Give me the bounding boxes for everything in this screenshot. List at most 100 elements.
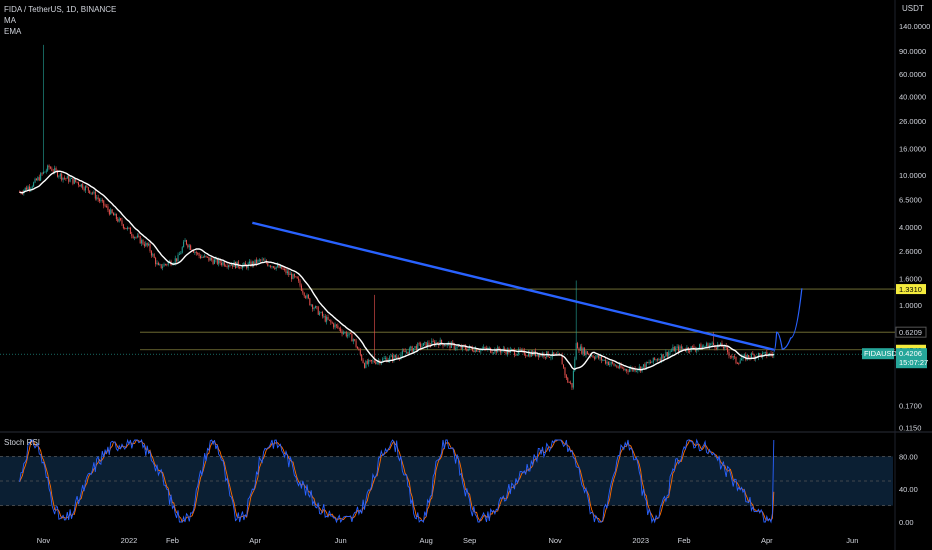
- candle-body: [195, 252, 197, 254]
- candle-body: [174, 258, 176, 264]
- candle-body: [324, 316, 326, 322]
- candle-body: [623, 368, 625, 371]
- candle-body: [347, 335, 349, 337]
- ma-legend[interactable]: MA: [4, 16, 16, 25]
- candle-body: [213, 259, 215, 264]
- candle-body: [383, 358, 385, 360]
- current-price-text: 0.4206: [899, 349, 922, 358]
- candle-body: [230, 264, 232, 266]
- candle-body: [678, 346, 680, 352]
- candle-body: [306, 294, 308, 298]
- candle-body: [300, 285, 302, 291]
- candle-body: [110, 209, 112, 215]
- candle-body: [382, 358, 384, 362]
- candle-body: [467, 348, 469, 351]
- candle-body: [637, 370, 639, 371]
- candle-body: [762, 352, 764, 358]
- candle-body: [344, 332, 346, 333]
- candle-body: [162, 266, 164, 268]
- candle-body: [588, 354, 590, 356]
- candle-body: [257, 259, 259, 264]
- candle-body: [163, 264, 165, 267]
- candle-body: [132, 235, 134, 238]
- candle-body: [523, 349, 525, 356]
- candle-body: [610, 361, 612, 364]
- candle-body: [385, 358, 387, 360]
- candle-body: [642, 364, 644, 367]
- candle-body: [121, 220, 123, 225]
- candle-body: [125, 228, 127, 230]
- candle-body: [425, 342, 427, 348]
- candle-body: [307, 294, 309, 299]
- candle-body: [76, 181, 78, 183]
- candle-body: [564, 367, 566, 376]
- candle-body: [393, 355, 395, 361]
- candle-body: [764, 351, 766, 353]
- candle-body: [436, 342, 438, 344]
- candle-body: [600, 356, 602, 361]
- time-tick-label: Feb: [166, 536, 179, 545]
- candle-body: [558, 353, 560, 355]
- candle-body: [34, 178, 36, 183]
- candle-body: [204, 255, 206, 258]
- candle-body: [99, 199, 101, 202]
- candle-body: [748, 355, 750, 358]
- candle-body: [138, 235, 140, 237]
- candle-body: [443, 345, 445, 347]
- candle-body: [187, 244, 189, 248]
- time-tick-label: Apr: [761, 536, 773, 545]
- candle-body: [415, 346, 417, 350]
- stoch-tick-label: 40.00: [899, 485, 918, 494]
- candle-body: [232, 264, 234, 267]
- candle-body: [327, 317, 329, 320]
- ema-legend[interactable]: EMA: [4, 27, 22, 36]
- candle-body: [752, 353, 754, 355]
- stoch-rsi-label[interactable]: Stoch RSI: [4, 438, 41, 447]
- time-tick-label: Jun: [335, 536, 347, 545]
- candle-body: [513, 349, 515, 356]
- candle-body: [746, 355, 748, 360]
- candle-body: [218, 259, 220, 264]
- candle-body: [506, 348, 508, 355]
- candle-body: [226, 266, 228, 267]
- candle-body: [579, 346, 581, 351]
- candle-body: [368, 360, 370, 364]
- candle-body: [107, 206, 109, 211]
- candle-body: [136, 235, 138, 238]
- candle-body: [220, 262, 222, 265]
- candle-body: [40, 173, 42, 181]
- candle-body: [146, 242, 148, 246]
- candle-body: [202, 256, 204, 258]
- candle-body: [58, 176, 60, 178]
- candle-body: [160, 264, 162, 268]
- candle-body: [713, 342, 715, 346]
- candle-body: [373, 360, 375, 363]
- candle-body: [592, 355, 594, 358]
- candle-body: [222, 262, 224, 265]
- candle-body: [593, 357, 595, 359]
- time-tick-label: Apr: [249, 536, 261, 545]
- candle-body: [428, 342, 430, 346]
- candle-body: [51, 168, 53, 172]
- candle-body: [372, 360, 374, 362]
- candle-body: [401, 350, 403, 355]
- candle-body: [328, 319, 330, 321]
- candle-body: [427, 342, 429, 348]
- candle-body: [90, 192, 92, 194]
- candle-body: [28, 186, 30, 190]
- price-level-badge-text: 0.6209: [899, 328, 922, 337]
- candle-body: [553, 352, 555, 355]
- candle-body: [434, 341, 436, 346]
- candle-body: [69, 178, 71, 182]
- candle-body: [355, 340, 357, 347]
- price-level-badge: [896, 284, 926, 295]
- candle-body: [671, 350, 673, 352]
- candle-body: [403, 350, 405, 352]
- candle-body: [208, 256, 210, 261]
- candle-body: [197, 253, 199, 254]
- candle-body: [228, 265, 230, 267]
- candle-body: [706, 343, 708, 347]
- time-tick-label: Jun: [846, 536, 858, 545]
- candle-body: [563, 364, 565, 368]
